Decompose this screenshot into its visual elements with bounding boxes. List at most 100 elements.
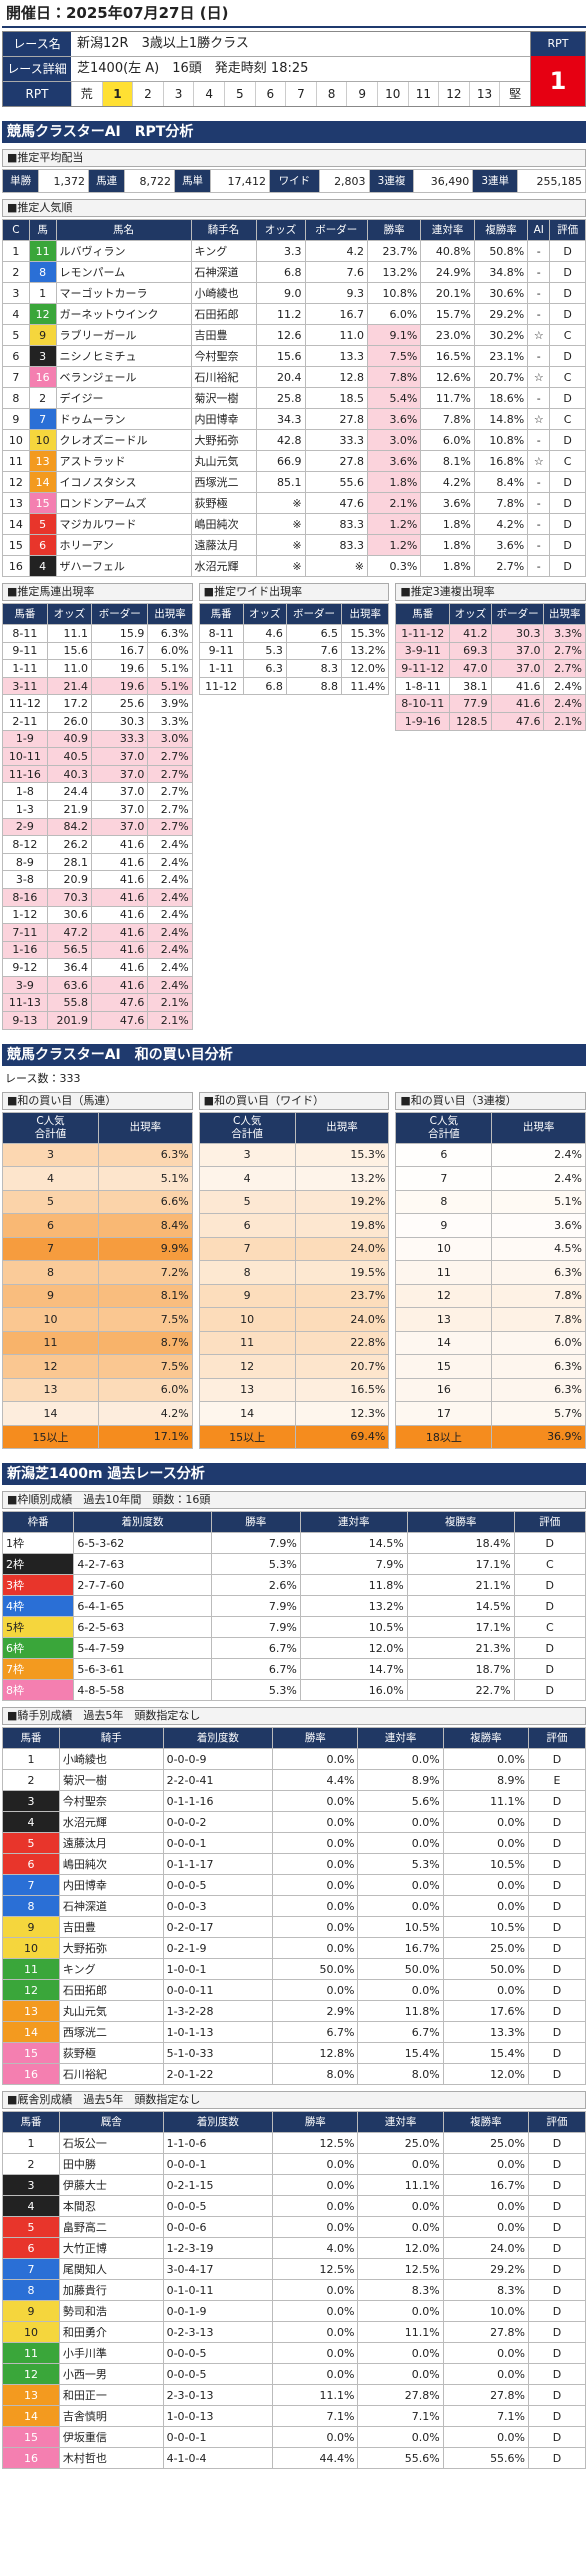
table-cell: 内田博幸 [190,408,257,430]
table-cell: 15.6 [46,641,93,661]
table-cell: 7 [2,366,30,388]
column-header: 複勝率 [473,219,529,241]
table-cell: ※ [255,492,306,514]
table-cell: 3-9-11 [395,641,451,661]
table-row: 5 遠藤汰月 0-0-0-1 0.0% 0.0% 0.0% D [2,1832,586,1855]
table-row: 10 24.0% [198,1307,390,1332]
table-cell: 18.4% [406,1532,515,1555]
table-cell: 69.4% [294,1424,390,1450]
column-header: 枠番 [1,1511,75,1534]
table-cell: 11-13 [2,993,48,1013]
table-cell: ※ [304,555,368,577]
scale-cell: 10 [376,82,408,106]
table-cell: 石川裕紀 [58,2063,164,2086]
column: ■推定ワイド出現率 馬番 オッズ ボーダー 出現率 8-11 4.6 6.5 15.3% 9-11… [198,577,390,696]
table-cell: 小西一男 [58,2363,164,2386]
table-row: 5 9 ラブリーガール 吉田豊 12.6 11.0 9.1% 23.0% 30.2% ☆ C [2,324,586,346]
table-cell: 内田博幸 [58,1874,164,1897]
table-cell: 38.1 [449,676,492,696]
table-cell: D [513,1637,587,1660]
payout-value: 255,185 [517,169,586,193]
table-cell: 40.3 [46,764,93,784]
table-cell: 0.0% [442,2363,530,2386]
table-cell: D [528,2447,586,2470]
table-cell: 17.6% [442,2000,530,2023]
table-cell: ホリーアン [55,534,192,556]
table-cell: 9 [2,1283,99,1309]
table-cell: 34.8% [473,261,529,283]
table-cell: 0.0% [357,2363,444,2386]
table-cell: 12 [2,1979,60,2002]
table-cell: 0.0% [357,1895,444,1918]
table-cell: 0-0-0-5 [162,1874,274,1897]
table-cell: 0.0% [442,1979,530,2002]
table-cell: 0.0% [442,1895,530,1918]
table-cell: 2.9% [272,2000,359,2023]
table-cell: 5.1% [98,1166,193,1191]
table-cell: 7-11 [2,923,48,942]
table-cell: 12 [2,1354,99,1379]
table-row: 8 19.5% [198,1260,390,1285]
table-cell: 16 [2,2447,60,2470]
table-cell: 13 [198,1377,296,1403]
table-cell: 1-0-1-13 [162,2021,274,2044]
table-row: 14 5 マジカルワード 嶋田純次 ※ 83.3 1.2% 1.8% 4.2% - D [2,513,586,535]
table-cell: 19.6 [91,676,149,696]
table-cell: 5 [2,1189,99,1215]
table-cell: 3.6% [366,450,422,472]
table-cell: 18.7% [406,1658,515,1681]
table-cell: - [527,240,551,262]
table-cell: 2-0-1-22 [162,2063,274,2086]
table-cell: 荻野極 [58,2042,164,2065]
table-cell: 7.9% [210,1616,301,1639]
table-cell: 0.0% [272,2300,359,2323]
table-cell: D [528,2132,586,2155]
table-cell: 24.0% [442,2237,530,2260]
table-cell: 84.2 [46,817,93,837]
table-row: 15 6.3% [395,1354,587,1379]
table-cell: 30.2% [473,324,529,346]
table-cell: 2.4% [543,676,587,696]
table-cell: 21.4 [46,676,93,696]
table-row: 12 14 イコノスタシス 西塚洸二 85.1 55.6 1.8% 4.2% 8.4% - D [2,471,586,493]
table-cell: D [528,1874,586,1897]
table-row: 3-9-11 69.3 37.0 2.7% [395,641,587,661]
table-row: 3 今村聖奈 0-1-1-16 0.0% 5.6% 11.1% D [2,1790,586,1813]
table-row: 1-8 24.4 37.0 2.7% [2,782,193,801]
table-cell: 12 [2,2363,60,2386]
column-header: 連対率 [357,2111,444,2134]
table-cell: 3.6% [420,492,475,514]
race-label: RPT [3,82,71,106]
table-cell: D [528,1853,586,1876]
table-cell: 41.6 [91,870,149,889]
table-row: 11 13 アストラッド 丸山元気 66.9 27.8 3.6% 8.1% 16.8% ☆ C [2,450,586,472]
table-cell: 14.8% [473,408,529,430]
table-cell: 16.7 [91,641,149,661]
table-label: ■推定3連複出現率 [395,583,587,601]
table-cell: 40.9 [46,729,93,749]
table-cell: 10 [2,429,30,451]
table-cell: 4 [2,303,30,325]
table-cell: 0.0% [272,2174,359,2197]
table-cell: 2.4% [147,835,193,854]
table-cell: 1 [2,240,30,262]
table-cell: 13.2% [294,1166,390,1191]
table-cell: 0.0% [272,2216,359,2239]
table-cell: 15 [2,534,30,556]
table-cell: 17.1% [406,1553,515,1576]
table-row: 9 勢司和浩 0-0-1-9 0.0% 0.0% 10.0% D [2,2300,586,2323]
table-cell: 0.0% [272,1874,359,1897]
table-cell: 丸山元気 [190,450,257,472]
table-cell: 5-1-0-33 [162,2042,274,2065]
table-cell: 6.0% [366,303,422,325]
payout-label: 3連複 [368,169,415,193]
table-cell: 5.6% [357,1790,444,1813]
table-row: 8 7.2% [2,1260,193,1285]
table-row: 12 7.5% [2,1354,193,1379]
table-row: 2 8 レモンパーム 石神深道 6.8 7.6 13.2% 24.9% 34.8% - D [2,261,586,283]
column-header: 出現率 [543,603,587,625]
table-cell: 4.2% [473,513,529,535]
table-cell: 27.8% [442,2321,530,2344]
table-row: 7 16 ベランジェール 石川裕紀 20.4 12.8 7.8% 12.6% 20.7% ☆ C [2,366,586,388]
scale-cell: 5 [223,82,255,106]
